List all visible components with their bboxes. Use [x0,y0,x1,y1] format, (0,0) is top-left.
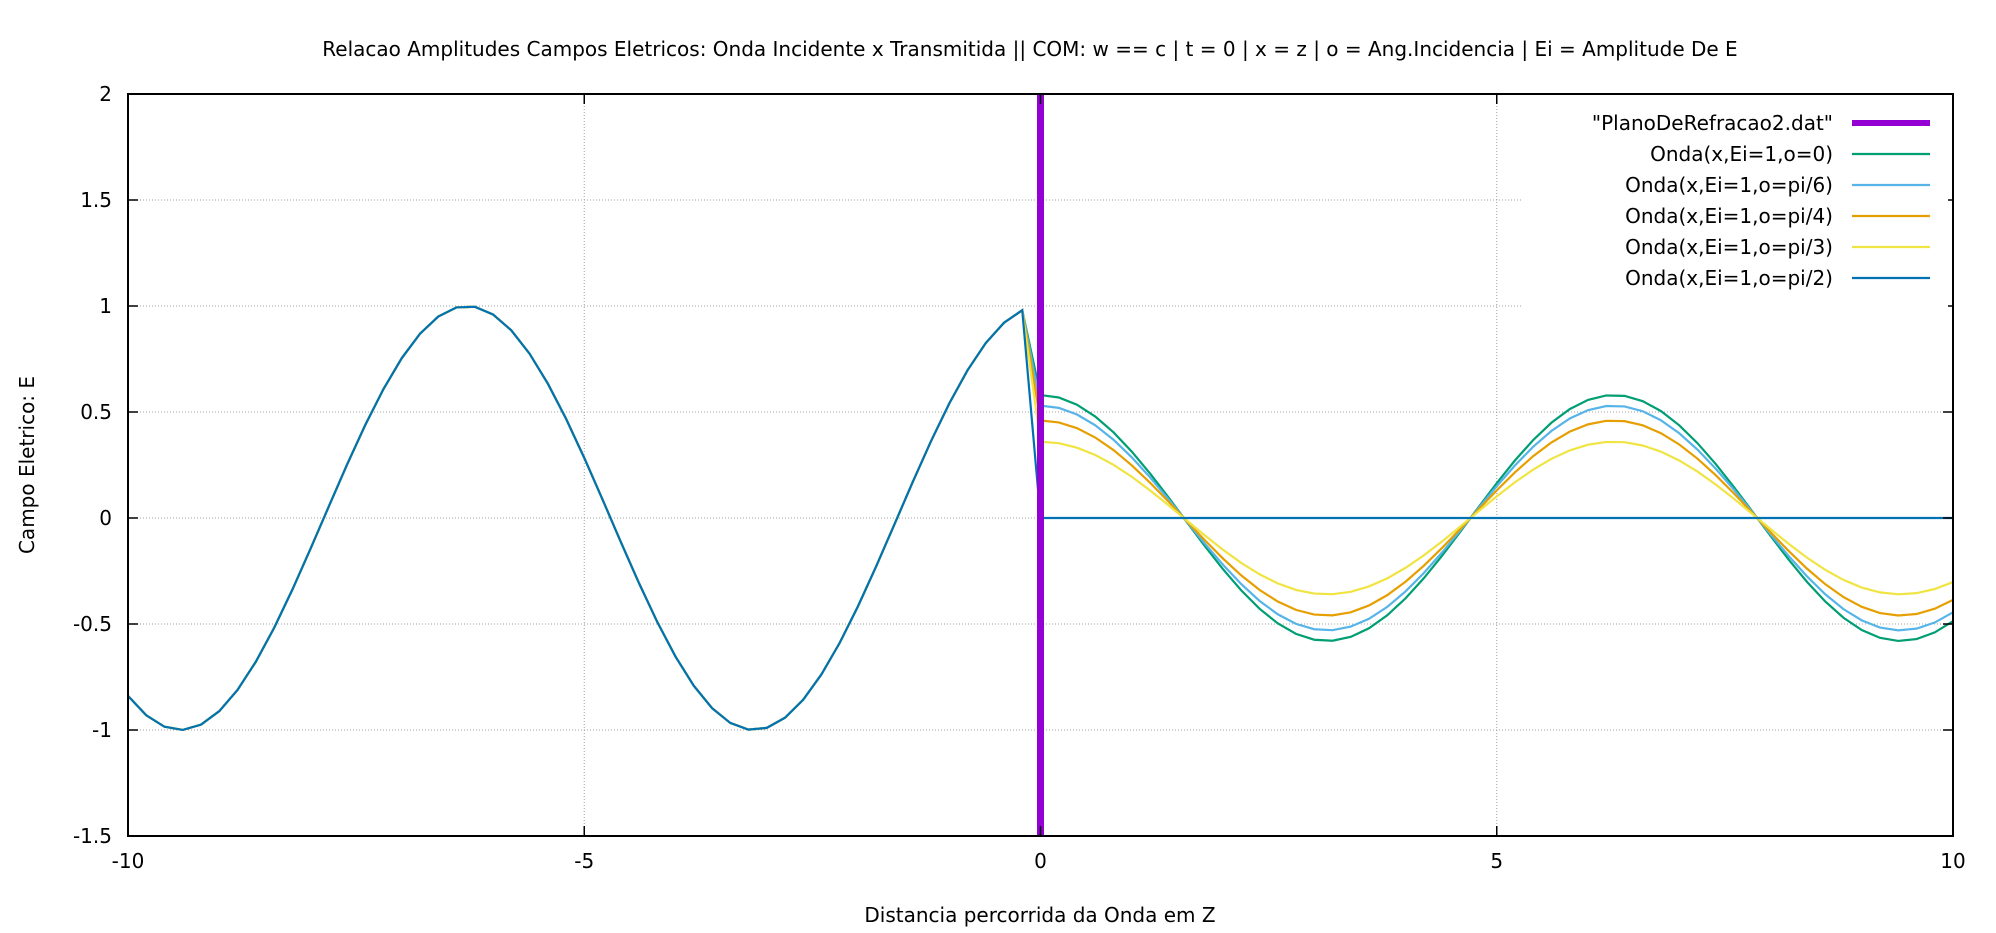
legend-label: "PlanoDeRefracao2.dat" [1592,111,1833,135]
legend-label: Onda(x,Ei=1,o=pi/4) [1625,204,1833,228]
y-tick-label: -0.5 [73,612,112,636]
x-axis-label: Distancia percorrida da Onda em Z [864,903,1215,927]
series-layer [127,94,1954,836]
y-tick-label: 0 [99,506,112,530]
x-tick-label: 0 [1034,849,1047,873]
legend-label: Onda(x,Ei=1,o=pi/3) [1625,235,1833,259]
x-tick-label: -10 [112,849,145,873]
y-tick-label: -1.5 [73,824,112,848]
legend-background [1522,104,1948,308]
legend-label: Onda(x,Ei=1,o=pi/2) [1625,266,1833,290]
x-tick-label: 10 [1940,849,1965,873]
legend-label: Onda(x,Ei=1,o=pi/6) [1625,173,1833,197]
y-axis-label: Campo Eletrico: E [15,376,39,554]
y-tick-label: 0.5 [80,400,112,424]
x-ticks: -10 -5 0 5 10 [112,94,1966,873]
y-tick-label: 1.5 [80,188,112,212]
y-tick-label: -1 [92,718,112,742]
y-tick-label: 2 [99,82,112,106]
legend: "PlanoDeRefracao2.dat" Onda(x,Ei=1,o=0) On… [1522,104,1948,308]
chart-title: Relacao Amplitudes Campos Eletricos: Ond… [322,37,1737,61]
x-tick-label: -5 [574,849,594,873]
y-tick-label: 1 [99,294,112,318]
x-tick-label: 5 [1490,849,1503,873]
legend-label: Onda(x,Ei=1,o=0) [1650,142,1833,166]
